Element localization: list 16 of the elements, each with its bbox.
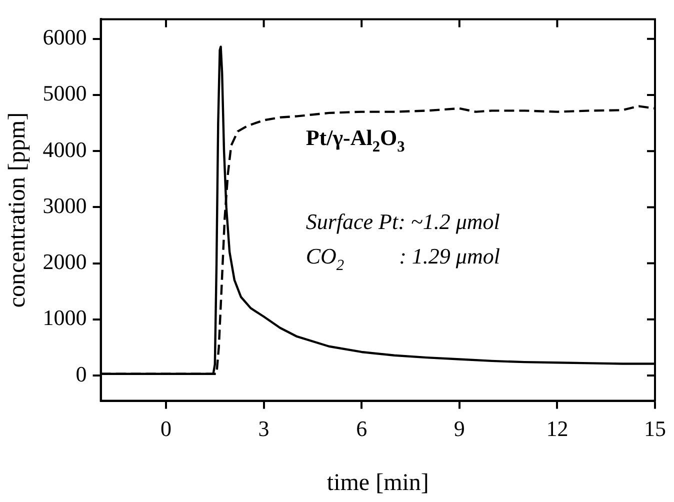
y-tick-label: 4000 [42, 136, 87, 162]
annotation: Surface Pt: ~1.2 μmol [306, 209, 500, 234]
y-tick-label: 5000 [42, 80, 87, 106]
y-tick-label: 3000 [42, 192, 87, 218]
x-tick-label: 9 [454, 416, 465, 441]
x-tick-label: 15 [644, 416, 666, 441]
x-tick-label: 12 [546, 416, 568, 441]
y-axis-title: concentration [ppm] [4, 112, 31, 308]
y-tick-label: 6000 [42, 24, 87, 50]
x-tick-label: 0 [160, 416, 172, 441]
x-axis-title: time [min] [326, 470, 429, 496]
x-tick-label: 3 [258, 416, 270, 441]
x-tick-label: 6 [356, 416, 368, 441]
y-tick-label: 2000 [42, 249, 87, 274]
y-tick-label: 0 [76, 361, 87, 386]
y-tick-label: 1000 [42, 305, 87, 330]
